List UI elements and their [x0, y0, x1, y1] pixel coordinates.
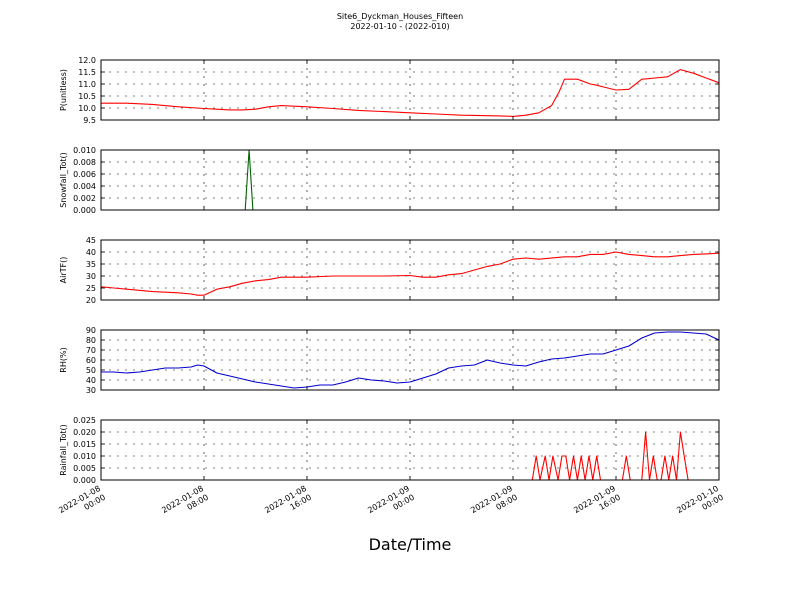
y-tick-label: 90 — [86, 326, 96, 335]
grid — [100, 59, 720, 121]
y-tick-label: 30 — [86, 272, 96, 281]
y-tick-label: 45 — [86, 236, 96, 245]
y-tick-label: 11.0 — [78, 80, 96, 89]
y-axis-label: P(unitless) — [59, 69, 68, 111]
panel-2: 0.000 0.002 0.004 0.006 0.008 0.010 Snowfall_T… — [59, 146, 720, 215]
series-line — [100, 251, 720, 296]
y-tick-label: 40 — [86, 376, 96, 385]
y-tick-label: 0.005 — [73, 464, 96, 473]
y-tick-label: 0.025 — [73, 416, 96, 425]
panel-1: 9.5 10.0 10.5 11.0 11.5 12.0 P(unitless) — [59, 56, 720, 125]
y-axis-label: RH(%) — [59, 347, 68, 372]
y-tick-label: 10.0 — [78, 104, 96, 113]
x-tick-label: 2022-01-0816:00 — [263, 484, 313, 524]
figure-subtitle: 2022-01-10 - (2022-010) — [350, 22, 449, 31]
y-tick-label: 0.006 — [73, 170, 96, 179]
y-tick-label: 11.5 — [78, 68, 96, 77]
y-tick-label: 35 — [86, 260, 96, 269]
y-tick-label: 30 — [86, 386, 96, 395]
x-tick-labels: 2022-01-0800:00 2022-01-0808:00 2022-01-08… — [57, 484, 725, 524]
x-axis-label: Date/Time — [369, 535, 452, 554]
y-tick-label: 60 — [86, 356, 96, 365]
grid — [100, 149, 720, 211]
series-line — [101, 69, 720, 117]
x-tick-label: 2022-01-0908:00 — [469, 484, 519, 524]
y-tick-label: 0.010 — [73, 452, 96, 461]
x-tick-label: 2022-01-0900:00 — [366, 484, 416, 524]
x-tick-label: 2022-01-0916:00 — [572, 484, 622, 524]
y-tick-label: 40 — [86, 248, 96, 257]
y-tick-label: 0.010 — [73, 146, 96, 155]
y-tick-label: 20 — [86, 296, 96, 305]
y-tick-label: 12.0 — [78, 56, 96, 65]
x-tick-label: 2022-01-1000:00 — [675, 484, 725, 524]
y-tick-label: 25 — [86, 284, 96, 293]
figure-title: Site6_Dyckman_Houses_Fifteen — [337, 12, 463, 21]
series-line — [101, 431, 719, 481]
y-tick-label: 0.004 — [73, 182, 96, 191]
series-line — [101, 331, 720, 389]
grid — [100, 239, 720, 301]
y-tick-label: 9.5 — [83, 116, 96, 125]
x-tick-label: 2022-01-0808:00 — [160, 484, 210, 524]
y-tick-label: 0.000 — [73, 206, 96, 215]
x-tick-label: 2022-01-0800:00 — [57, 484, 107, 524]
panels: 9.510.010.511.011.512.0P(unitless)0.0000… — [59, 56, 720, 485]
y-tick-label: 0.015 — [73, 440, 96, 449]
y-tick-label: 0.020 — [73, 428, 96, 437]
panel-5: 0.000 0.005 0.010 0.015 0.020 0.025 Rainfall_T… — [59, 416, 720, 485]
y-tick-label: 80 — [86, 336, 96, 345]
y-tick-label: 50 — [86, 366, 96, 375]
y-tick-label: 70 — [86, 346, 96, 355]
y-axis-label: AirTF() — [59, 257, 68, 284]
y-axis-label: Snowfall_Tot() — [59, 152, 68, 208]
y-tick-label: 0.002 — [73, 194, 96, 203]
panel-3: 20 25 30 35 40 45 AirTF() — [59, 236, 720, 305]
y-tick-label: 10.5 — [78, 92, 96, 101]
y-tick-label: 0.008 — [73, 158, 96, 167]
y-axis-label: Rainfall_Tot() — [59, 424, 68, 476]
grid — [100, 329, 720, 391]
grid — [100, 419, 720, 481]
y-tick-label: 0.000 — [73, 476, 96, 485]
